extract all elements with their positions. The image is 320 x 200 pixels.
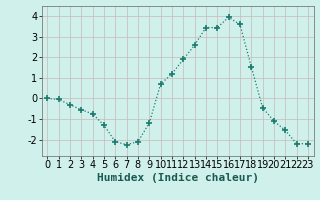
X-axis label: Humidex (Indice chaleur): Humidex (Indice chaleur) [97, 173, 259, 183]
